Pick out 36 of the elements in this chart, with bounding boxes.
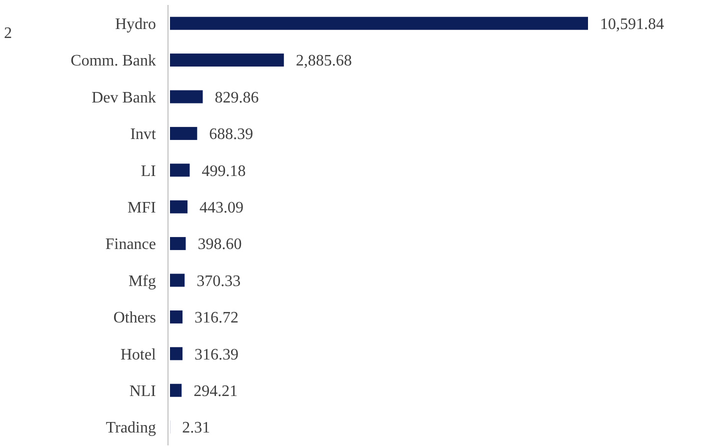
bar [170,200,188,214]
bar [170,16,588,30]
bar [170,384,182,397]
data-label: 10,591.84 [600,16,664,33]
y-tick-label: Comm. Bank [70,52,156,70]
y-tick-label: Dev Bank [92,89,156,106]
bar [170,347,182,360]
data-label: 398.60 [198,236,242,254]
data-label: 688.39 [209,126,254,144]
y-tick-label: Trading [106,420,156,437]
y-tick-label: Others [113,310,156,327]
data-label: 316.72 [194,310,238,327]
y-tick-label: MFI [128,199,156,216]
data-label: 316.39 [194,346,238,364]
data-label: 294.21 [194,382,238,400]
bar [170,54,284,67]
data-label: 443.09 [199,199,244,216]
y-tick-label: Finance [105,236,156,254]
bar [170,310,182,324]
y-tick-label: Invt [130,126,157,144]
data-label: 2.31 [182,420,210,437]
bar [170,126,198,140]
y-tick-label: NLI [129,382,156,400]
y-tick-label: Mfg [128,272,156,290]
data-label: 829.86 [214,89,259,106]
text: 2 [4,25,12,42]
bar [170,164,190,177]
bar [170,274,185,287]
data-label: 2,885.68 [296,52,352,70]
y-tick-label: Hotel [120,346,157,364]
y-tick-label: Hydro [115,16,156,33]
bar [170,90,203,104]
data-label: 370.33 [196,272,241,290]
y-tick-label: LI [140,162,156,180]
data-label: 499.18 [202,162,246,180]
bar [170,237,186,250]
